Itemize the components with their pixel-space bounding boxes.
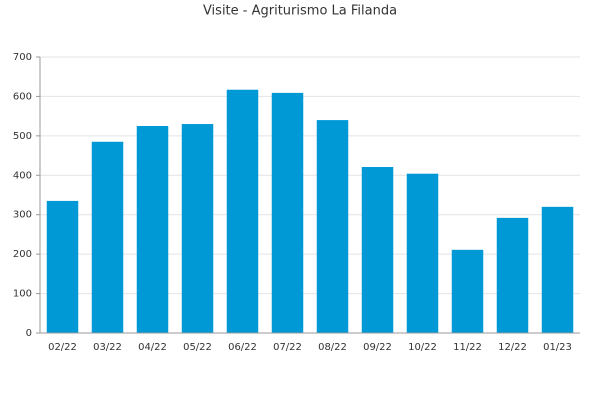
y-tick-label: 300 (13, 210, 32, 221)
bar (451, 249, 484, 333)
bar (181, 124, 214, 334)
chart-title: Visite - Agriturismo La Filanda (203, 4, 397, 19)
y-tick-label: 400 (13, 170, 32, 181)
y-tick-label: 100 (13, 289, 32, 300)
x-tick-label: 05/22 (183, 342, 212, 353)
bar (136, 126, 169, 333)
y-tick-label: 0 (26, 328, 32, 339)
x-tick-label: 10/22 (408, 342, 437, 353)
x-tick-label: 12/22 (498, 342, 527, 353)
bar (91, 141, 124, 333)
y-tick-label: 500 (13, 131, 32, 142)
x-tick-label: 04/22 (138, 342, 167, 353)
bar (541, 206, 574, 333)
bar (271, 92, 304, 333)
bar (316, 120, 349, 333)
x-tick-label: 06/22 (228, 342, 257, 353)
bar (46, 200, 79, 333)
x-tick-label: 11/22 (453, 342, 482, 353)
y-tick-label: 600 (13, 91, 32, 102)
x-tick-label: 08/22 (318, 342, 347, 353)
y-tick-label: 700 (13, 52, 32, 63)
x-tick-label: 01/23 (543, 342, 572, 353)
x-tick-label: 03/22 (93, 342, 122, 353)
x-tick-label: 09/22 (363, 342, 392, 353)
x-tick-label: 02/22 (48, 342, 77, 353)
bar (226, 89, 259, 334)
x-tick-label: 07/22 (273, 342, 302, 353)
bar (406, 173, 439, 333)
y-tick-label: 200 (13, 249, 32, 260)
bar (496, 217, 529, 333)
bar (361, 167, 394, 333)
